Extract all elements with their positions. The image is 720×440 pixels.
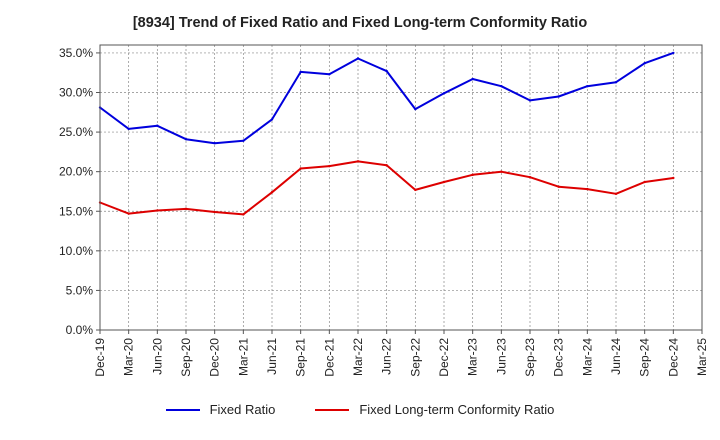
data-point [299,70,302,74]
x-tick-label: Sep-21 [294,338,308,377]
data-point [414,188,417,192]
data-point [242,213,245,216]
data-point [643,180,646,184]
data-point [586,187,589,191]
data-point [328,73,331,76]
y-tick-label: 35.0% [59,46,93,60]
x-tick-label: Mar-20 [122,338,136,376]
data-point [643,62,646,65]
legend: Fixed Ratio Fixed Long-term Conformity R… [0,402,720,417]
y-tick-label: 30.0% [59,86,93,100]
data-point [471,77,474,81]
data-point [213,141,216,145]
data-point [414,107,417,111]
data-point [586,84,589,88]
x-axis-ticks: Dec-19 Mar-20 Jun-20 Sep-20 Dec-20 Mar-21 Jun-… [93,330,709,377]
data-point [156,209,159,212]
plot-area [99,44,703,331]
legend-swatch-blue [165,408,200,411]
data-point [557,95,560,98]
grid-lines [100,45,702,330]
y-tick-label: 0.0% [66,323,94,337]
data-point [127,212,130,215]
data-point [442,180,446,184]
data-point [385,164,388,167]
data-point [442,92,446,95]
x-tick-label: Dec-22 [437,338,451,377]
data-point [213,210,216,214]
legend-item-fixed-long-term-conformity-ratio: Fixed Long-term Conformity Ratio [315,402,554,417]
x-tick-label: Mar-22 [351,338,365,376]
y-tick-label: 5.0% [66,283,94,297]
y-axis-ticks: 0.0% 5.0% 10.0% 15.0% 20.0% 25.0% 30.0% 35.0% [59,46,100,337]
x-tick-label: Sep-20 [179,338,193,377]
data-point [127,127,130,131]
x-tick-label: Sep-22 [408,338,422,377]
data-point [356,57,360,60]
x-tick-label: Sep-23 [523,338,537,377]
y-tick-label: 20.0% [59,165,93,179]
x-tick-label: Mar-24 [580,338,594,376]
legend-label: Fixed Long-term Conformity Ratio [359,402,555,417]
data-point [242,139,245,142]
data-point [184,207,188,211]
x-tick-label: Jun-24 [609,338,623,375]
x-tick-label: Dec-19 [93,338,107,377]
x-tick-label: Jun-21 [265,338,279,375]
data-point [614,192,618,196]
x-tick-label: Jun-20 [150,338,164,375]
data-point [500,84,503,88]
series-lines [98,51,675,216]
data-point [270,191,274,194]
legend-label: Fixed Ratio [209,402,276,417]
data-point [184,138,188,141]
x-tick-label: Dec-24 [666,338,680,377]
x-tick-label: Dec-23 [552,338,566,377]
data-point [614,81,618,84]
x-tick-label: Mar-23 [466,338,480,376]
x-tick-label: Jun-22 [380,338,394,375]
data-point [356,160,360,163]
y-tick-label: 10.0% [59,244,93,258]
data-point [528,176,532,179]
data-point [500,170,503,173]
chart-title: [8934] Trend of Fixed Ratio and Fixed Lo… [132,15,588,31]
x-tick-label: Dec-21 [322,338,336,377]
data-point [528,99,532,102]
data-point [672,51,675,55]
x-tick-label: Jun-23 [494,338,508,375]
x-tick-label: Mar-25 [695,338,709,376]
data-point [471,173,474,177]
legend-item-fixed-ratio: Fixed Ratio [165,402,276,417]
data-point [156,124,159,127]
x-tick-label: Dec-20 [208,338,222,377]
data-point [328,164,331,168]
legend-swatch-red [315,408,350,411]
y-tick-label: 15.0% [59,204,93,218]
x-tick-label: Mar-21 [236,338,250,376]
y-tick-label: 25.0% [59,125,93,139]
data-point [299,167,302,170]
data-point [385,69,388,73]
data-point [557,185,560,188]
data-point [270,118,274,121]
x-tick-label: Sep-24 [638,338,652,377]
data-point [672,176,675,180]
